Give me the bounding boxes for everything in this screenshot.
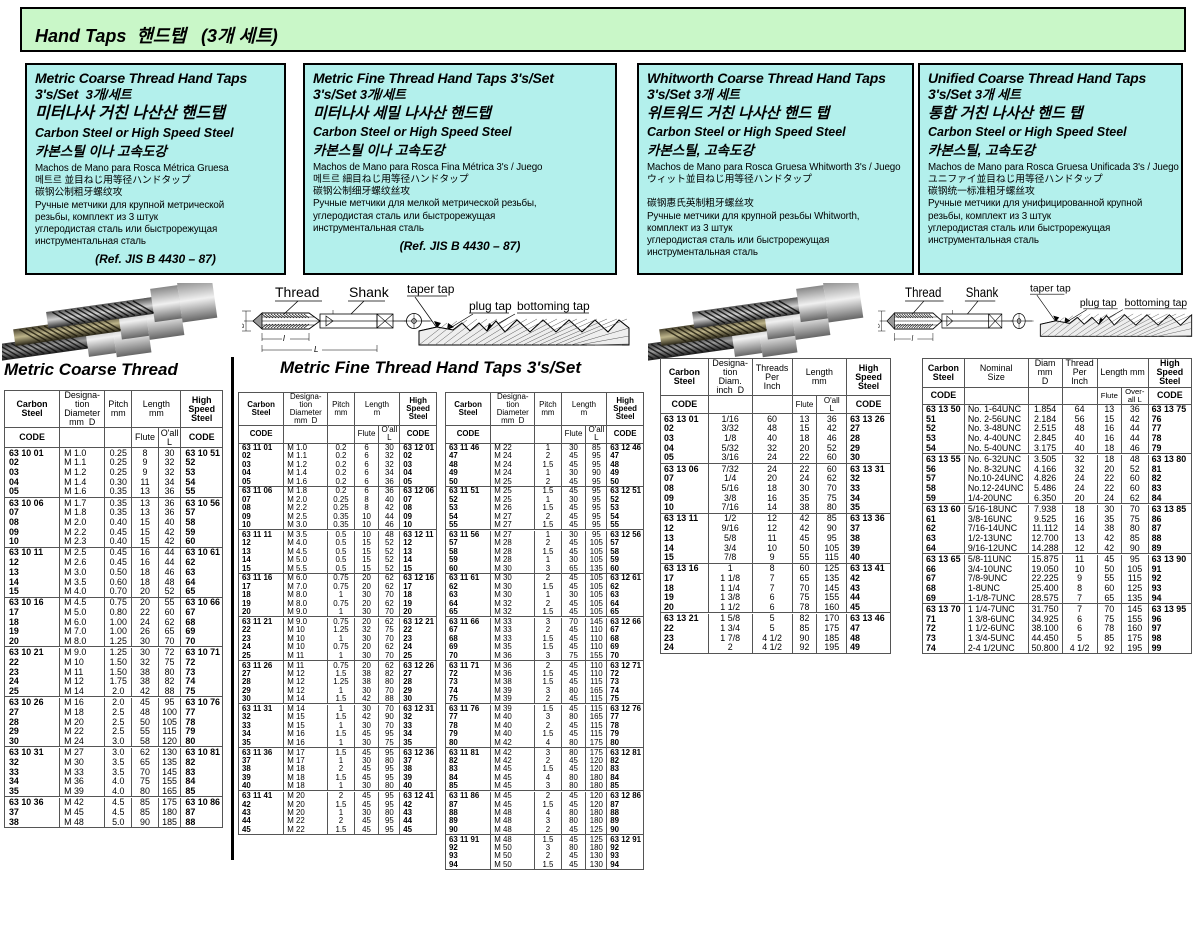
svg-text:Shank: Shank: [349, 284, 390, 300]
svg-text:taper tap: taper tap: [1030, 284, 1071, 295]
svg-text:D: D: [878, 323, 881, 328]
svg-text:D: D: [242, 323, 246, 328]
svg-text:l: l: [283, 334, 285, 343]
svg-text:bottoming tap: bottoming tap: [517, 299, 590, 313]
svg-text:plug tap: plug tap: [469, 299, 512, 313]
svg-text:bottoming tap: bottoming tap: [1125, 298, 1188, 309]
svg-text:L: L: [314, 345, 318, 354]
svg-text:Thread: Thread: [275, 284, 319, 300]
svg-text:Shank: Shank: [966, 284, 999, 300]
svg-text:plug tap: plug tap: [1080, 298, 1117, 309]
svg-text:l: l: [912, 333, 914, 343]
svg-text:taper tap: taper tap: [407, 283, 455, 296]
svg-text:Thread: Thread: [905, 284, 941, 300]
